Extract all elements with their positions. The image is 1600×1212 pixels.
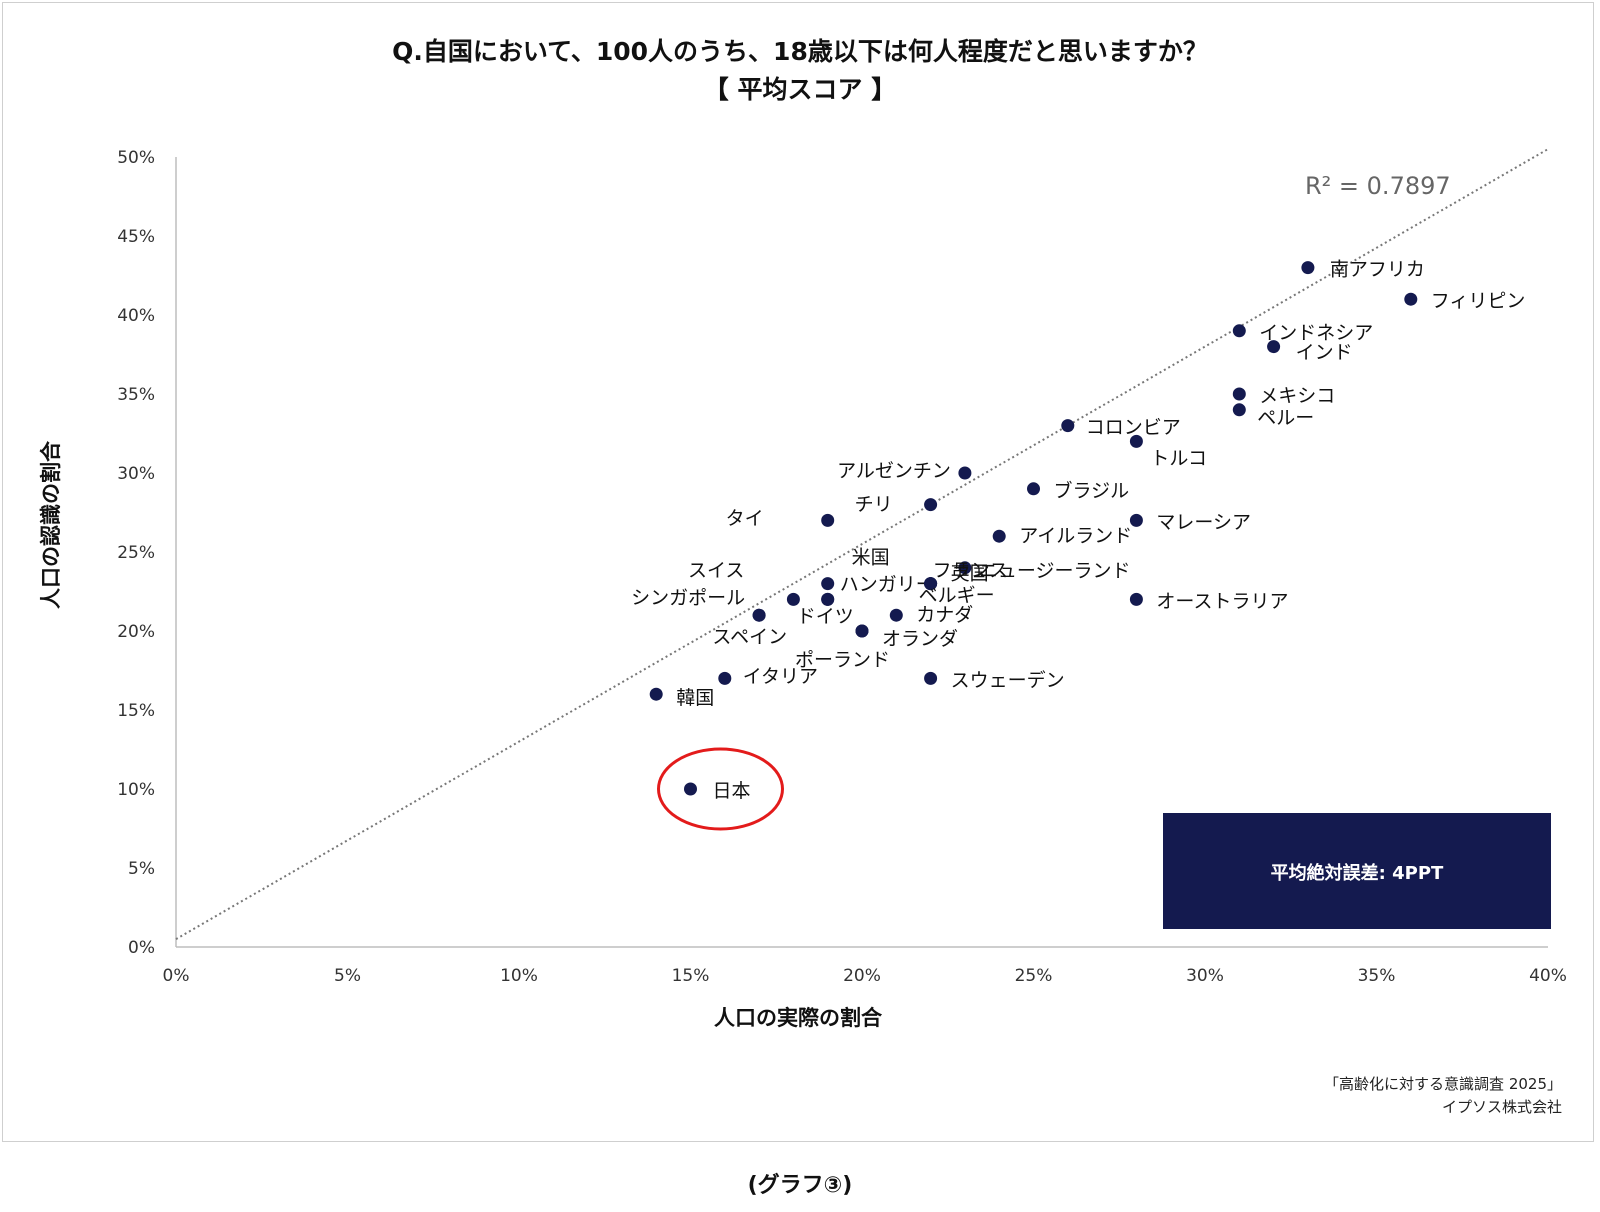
data-point xyxy=(821,513,835,527)
data-point xyxy=(821,592,835,606)
x-axis-title: 人口の実際の割合 xyxy=(714,1006,883,1030)
data-label: 韓国 xyxy=(676,687,714,709)
data-label: コロンビア xyxy=(1086,417,1181,439)
data-label: アイルランド xyxy=(1019,525,1132,547)
y-axis-title: 人口の認識の割合 xyxy=(39,440,63,609)
data-label: 日本 xyxy=(713,780,751,802)
data-label: ベルギー xyxy=(919,585,995,607)
data-label: フランス xyxy=(933,560,1009,582)
data-point xyxy=(924,498,938,512)
y-tick-label: 0% xyxy=(128,938,155,958)
data-label: メキシコ xyxy=(1259,385,1335,407)
data-point xyxy=(1404,292,1418,306)
y-tick-label: 35% xyxy=(117,385,155,405)
data-label: チリ xyxy=(855,494,893,516)
y-tick-label: 50% xyxy=(117,148,155,168)
data-label: ブラジル xyxy=(1054,479,1130,502)
data-point xyxy=(1129,513,1143,527)
y-tick-label: 5% xyxy=(128,859,155,879)
data-label: ハンガリー xyxy=(840,573,935,595)
data-point xyxy=(1061,419,1075,433)
y-tick-label: 40% xyxy=(117,306,155,326)
data-label: オランダ xyxy=(882,628,958,650)
x-tick-label: 5% xyxy=(334,966,361,986)
data-label: インドネシア xyxy=(1259,322,1373,344)
y-tick-label: 45% xyxy=(117,227,155,247)
x-tick-label: 35% xyxy=(1358,966,1396,986)
x-tick-label: 15% xyxy=(672,966,710,986)
data-point xyxy=(958,466,972,480)
trendline xyxy=(175,148,1549,940)
x-tick-label: 0% xyxy=(163,966,190,986)
figure-caption: (グラフ③) xyxy=(747,1173,853,1198)
chart-subtitle: 【 平均スコア 】 xyxy=(703,75,897,104)
chart-title: Q.自国において、100人のうち、18歳以下は何人程度だと思いますか？ xyxy=(392,37,1208,66)
y-tick-label: 20% xyxy=(117,622,155,642)
y-tick-label: 15% xyxy=(117,701,155,721)
data-point xyxy=(718,671,732,685)
x-tick-label: 40% xyxy=(1529,966,1567,986)
data-label: フィリピン xyxy=(1431,290,1526,312)
data-point xyxy=(855,624,869,638)
y-tick-label: 30% xyxy=(117,464,155,484)
x-tick-label: 20% xyxy=(843,966,881,986)
data-label: オーストラリア xyxy=(1156,590,1288,612)
data-point xyxy=(1027,482,1040,496)
data-label: マレーシア xyxy=(1156,511,1251,533)
data-label: ポーランド xyxy=(795,649,890,671)
data-point xyxy=(924,577,938,591)
data-point xyxy=(1129,592,1143,606)
data-point xyxy=(649,687,663,701)
mae-box xyxy=(1163,813,1551,929)
chart-frame xyxy=(2,2,1594,1142)
data-point xyxy=(1267,340,1281,354)
data-label: インド xyxy=(1296,342,1353,364)
data-label: ペルー xyxy=(1257,407,1314,429)
data-point xyxy=(1232,403,1246,417)
data-point xyxy=(924,671,938,685)
data-label: 南アフリカ xyxy=(1330,259,1425,281)
data-point xyxy=(752,608,766,622)
data-label: アルゼンチン xyxy=(837,460,951,482)
y-tick-label: 25% xyxy=(117,543,155,563)
data-point xyxy=(958,561,972,575)
data-label: 米国 xyxy=(852,547,890,569)
source-line-1: 「高齢化に対する意識調査 2025」 xyxy=(1324,1075,1562,1093)
data-point xyxy=(1232,324,1246,338)
data-point xyxy=(889,608,903,622)
y-tick-label: 10% xyxy=(117,780,155,800)
data-point xyxy=(992,529,1006,543)
data-point xyxy=(1129,434,1143,448)
data-label: トルコ xyxy=(1150,447,1207,469)
r-squared-label: R² = 0.7897 xyxy=(1305,172,1451,200)
data-label: 英国 xyxy=(951,563,989,585)
data-point xyxy=(821,577,835,591)
data-label: スウェーデン xyxy=(951,669,1065,691)
highlight-ellipse xyxy=(657,747,784,831)
source-line-2: イプソス株式会社 xyxy=(1441,1098,1562,1116)
data-label: ニュージーランド xyxy=(979,560,1131,582)
data-label: タイ xyxy=(726,507,764,529)
mae-label: 平均絶対誤差: 4PPT xyxy=(1271,862,1444,884)
data-label: イタリア xyxy=(743,665,818,687)
data-label: スイス xyxy=(688,559,744,581)
data-point xyxy=(1232,387,1246,401)
data-label: シンガポール xyxy=(631,587,745,609)
data-label: ドイツ xyxy=(797,605,854,627)
x-tick-label: 30% xyxy=(1186,966,1224,986)
data-point xyxy=(786,592,800,606)
data-point xyxy=(1301,261,1315,275)
x-tick-label: 25% xyxy=(1015,966,1053,986)
data-point xyxy=(684,782,697,796)
data-label: スペイン xyxy=(712,626,787,648)
x-tick-label: 10% xyxy=(500,966,538,986)
data-label: カナダ xyxy=(916,604,973,626)
